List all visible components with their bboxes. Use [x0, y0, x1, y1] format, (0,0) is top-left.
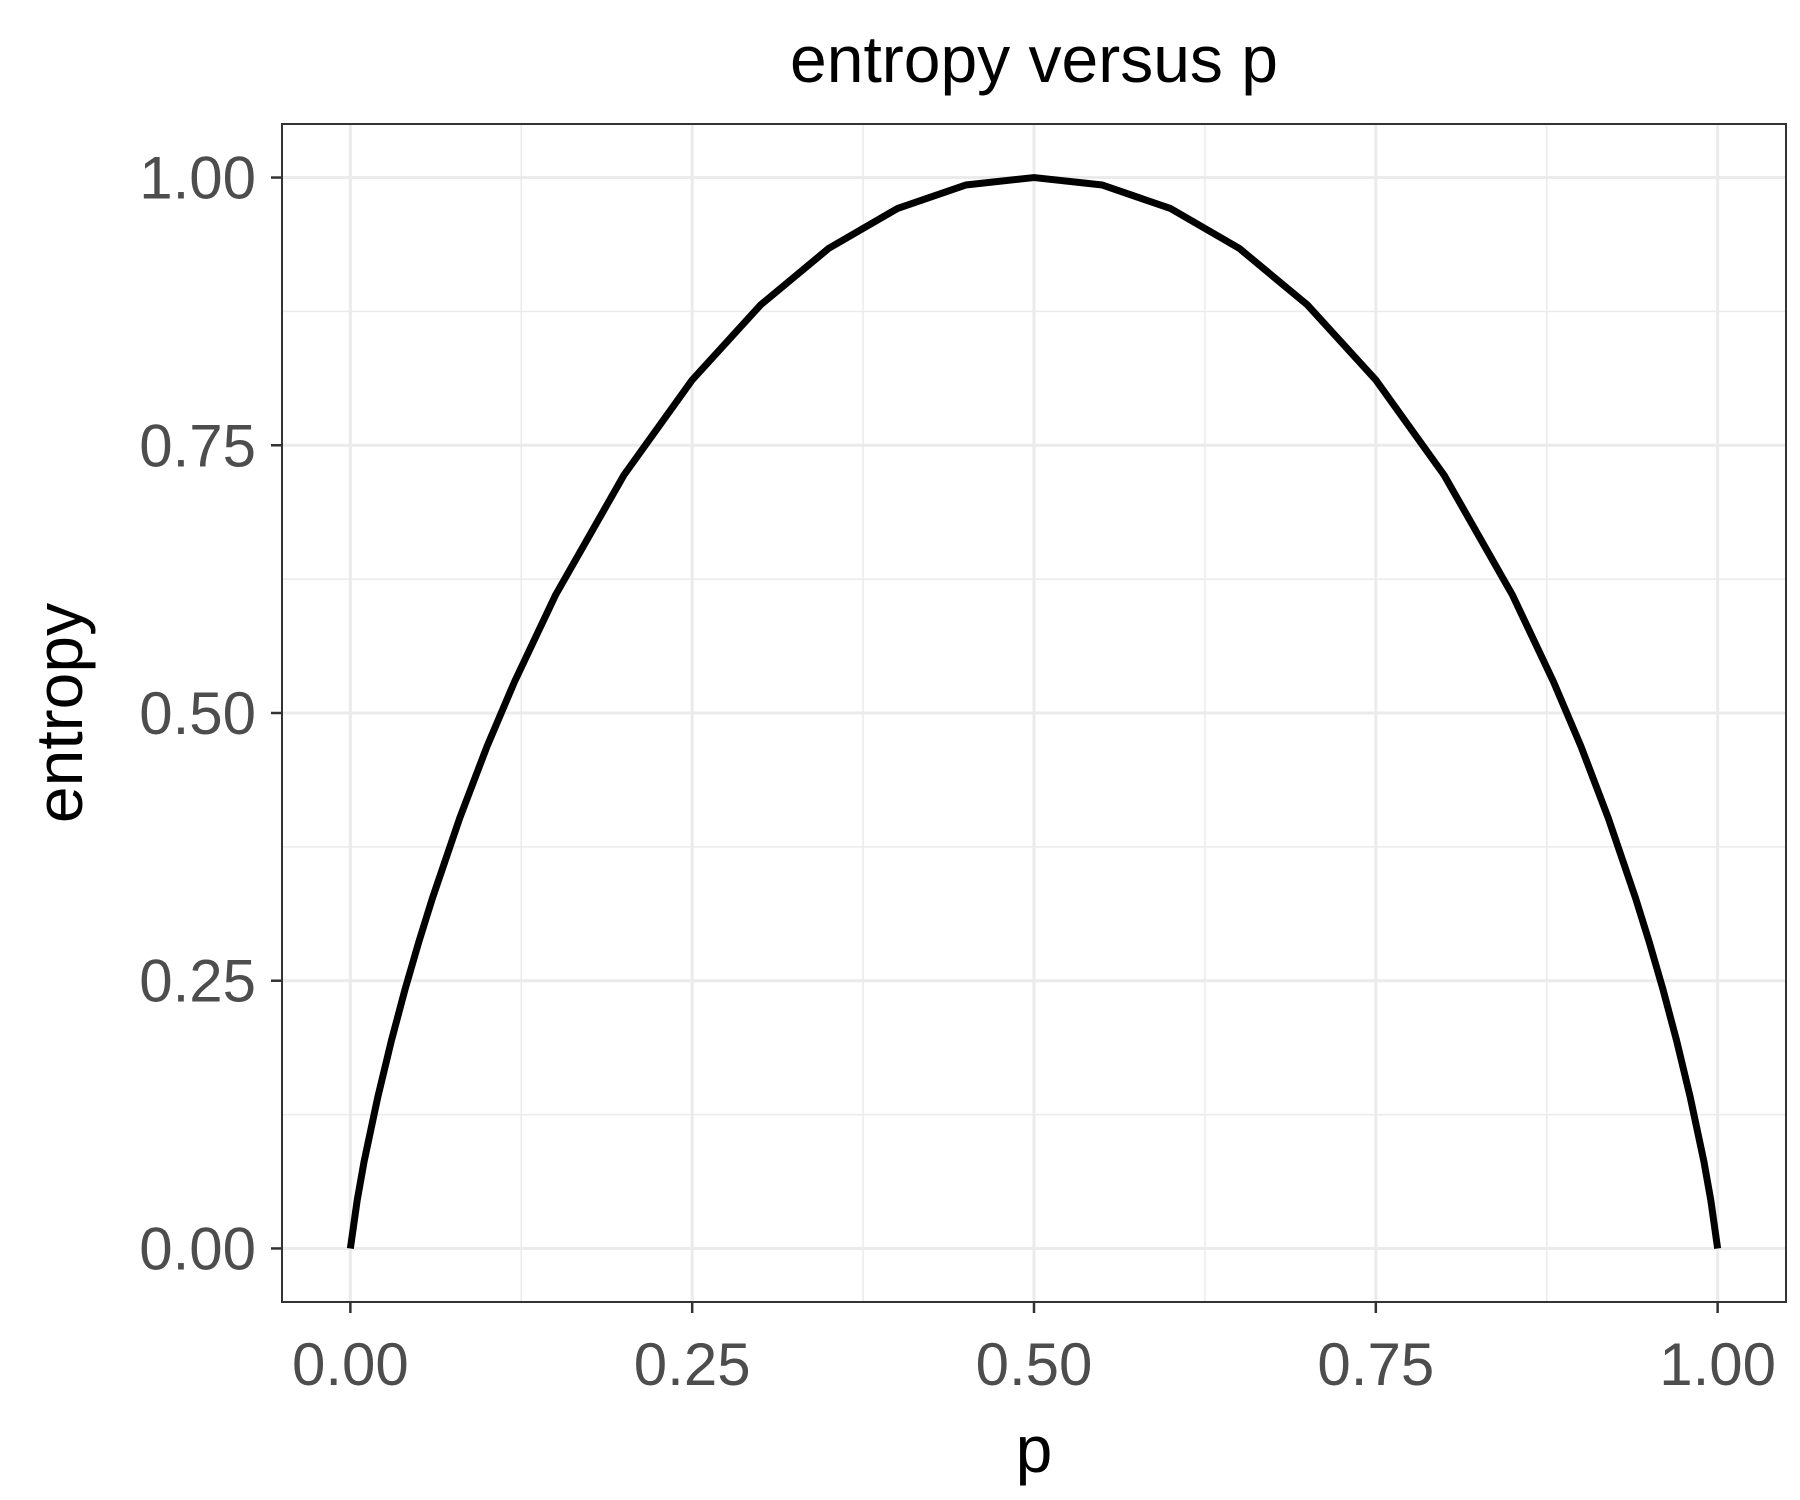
y-tick-label: 0.75	[139, 412, 256, 479]
y-axis-tick-labels: 0.00 0.25 0.50 0.75 1.00	[139, 145, 256, 1283]
x-tick-label: 0.00	[292, 1331, 409, 1398]
x-tick-label: 0.75	[1317, 1331, 1434, 1398]
entropy-curve	[346, 174, 1722, 1249]
y-tick-label: 0.00	[139, 1215, 256, 1282]
y-tick-label: 1.00	[139, 145, 256, 212]
x-tick-label: 0.25	[634, 1331, 751, 1398]
x-tick-label: 1.00	[1659, 1331, 1776, 1398]
y-tick-label: 0.50	[139, 680, 256, 747]
data-series	[346, 174, 1722, 1249]
x-axis-title: p	[1016, 1412, 1053, 1486]
grid-lines	[282, 124, 1786, 1302]
axis-ticks	[271, 176, 1719, 1313]
x-tick-label: 0.50	[976, 1331, 1093, 1398]
chart-title: entropy versus p	[790, 22, 1278, 96]
x-axis-tick-labels: 0.00 0.25 0.50 0.75 1.00	[292, 1331, 1776, 1398]
y-axis-title: entropy	[22, 603, 96, 823]
y-tick-label: 0.25	[139, 948, 256, 1015]
